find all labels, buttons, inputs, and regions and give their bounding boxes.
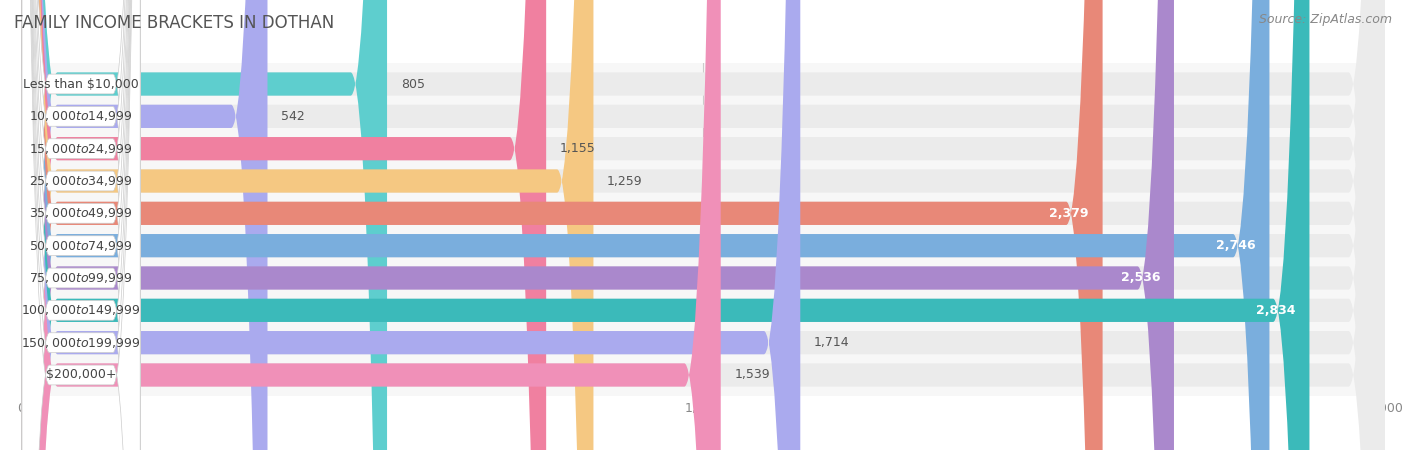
Text: 542: 542 <box>281 110 305 123</box>
Text: $10,000 to $14,999: $10,000 to $14,999 <box>30 109 132 123</box>
FancyBboxPatch shape <box>22 0 141 450</box>
Text: 1,259: 1,259 <box>607 175 643 188</box>
FancyBboxPatch shape <box>22 0 141 450</box>
Text: 2,746: 2,746 <box>1216 239 1256 252</box>
Text: $150,000 to $199,999: $150,000 to $199,999 <box>21 336 141 350</box>
FancyBboxPatch shape <box>21 0 1385 450</box>
Text: 1,539: 1,539 <box>734 369 770 382</box>
Text: Source: ZipAtlas.com: Source: ZipAtlas.com <box>1258 14 1392 27</box>
Text: $25,000 to $34,999: $25,000 to $34,999 <box>30 174 132 188</box>
Text: $100,000 to $149,999: $100,000 to $149,999 <box>21 303 141 317</box>
FancyBboxPatch shape <box>21 0 1270 450</box>
FancyBboxPatch shape <box>21 0 387 450</box>
FancyBboxPatch shape <box>21 0 1385 450</box>
Text: 1,155: 1,155 <box>560 142 596 155</box>
Text: $15,000 to $24,999: $15,000 to $24,999 <box>30 142 132 156</box>
FancyBboxPatch shape <box>21 0 546 450</box>
FancyBboxPatch shape <box>21 0 1385 450</box>
FancyBboxPatch shape <box>21 0 267 450</box>
FancyBboxPatch shape <box>21 0 800 450</box>
FancyBboxPatch shape <box>21 0 1385 450</box>
Text: 2,379: 2,379 <box>1049 207 1090 220</box>
FancyBboxPatch shape <box>21 0 1102 450</box>
FancyBboxPatch shape <box>21 0 1385 450</box>
FancyBboxPatch shape <box>22 0 141 450</box>
FancyBboxPatch shape <box>22 0 141 450</box>
FancyBboxPatch shape <box>21 0 1385 450</box>
Text: Less than $10,000: Less than $10,000 <box>24 77 139 90</box>
FancyBboxPatch shape <box>22 0 141 450</box>
FancyBboxPatch shape <box>22 0 141 450</box>
FancyBboxPatch shape <box>22 0 141 450</box>
Text: 805: 805 <box>401 77 425 90</box>
Text: $75,000 to $99,999: $75,000 to $99,999 <box>30 271 132 285</box>
FancyBboxPatch shape <box>21 0 1385 450</box>
FancyBboxPatch shape <box>21 0 1174 450</box>
Text: 2,834: 2,834 <box>1257 304 1296 317</box>
FancyBboxPatch shape <box>21 0 721 450</box>
Text: FAMILY INCOME BRACKETS IN DOTHAN: FAMILY INCOME BRACKETS IN DOTHAN <box>14 14 335 32</box>
Text: $50,000 to $74,999: $50,000 to $74,999 <box>30 238 132 252</box>
FancyBboxPatch shape <box>21 0 1385 450</box>
Text: $35,000 to $49,999: $35,000 to $49,999 <box>30 207 132 220</box>
Text: 2,536: 2,536 <box>1121 271 1160 284</box>
FancyBboxPatch shape <box>21 0 1385 450</box>
FancyBboxPatch shape <box>21 0 1309 450</box>
FancyBboxPatch shape <box>22 0 141 450</box>
FancyBboxPatch shape <box>21 0 593 450</box>
Text: 1,714: 1,714 <box>814 336 849 349</box>
Text: $200,000+: $200,000+ <box>46 369 117 382</box>
FancyBboxPatch shape <box>21 0 1385 450</box>
FancyBboxPatch shape <box>22 0 141 450</box>
FancyBboxPatch shape <box>22 0 141 450</box>
